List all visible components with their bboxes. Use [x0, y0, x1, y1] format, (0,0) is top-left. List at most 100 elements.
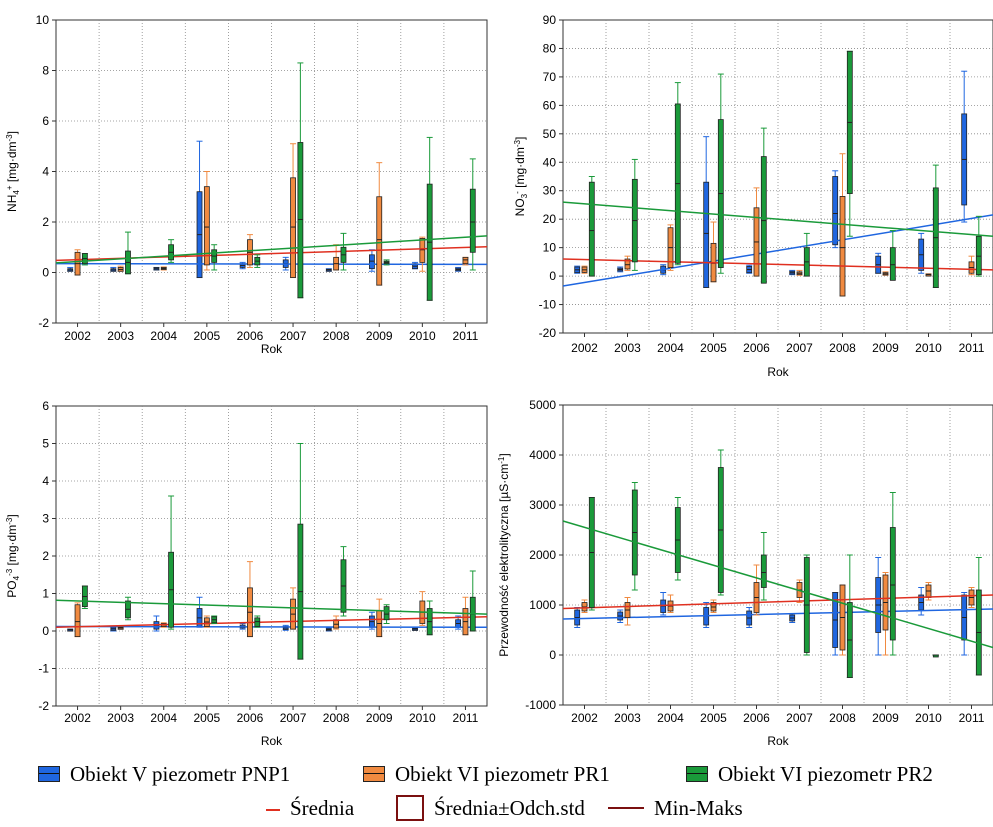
x-axis-label: Rok [261, 734, 283, 748]
box-pr2-2006 [254, 254, 261, 268]
box-pr1-2007 [796, 269, 803, 276]
box-pnp1-2002 [67, 628, 74, 632]
x-tick-label: 2005 [700, 711, 727, 725]
box-pnp1-2009 [875, 557, 882, 656]
box-pr1-2008 [839, 584, 846, 656]
std-box [203, 186, 210, 266]
box-pnp1-2007 [282, 624, 289, 631]
std-box [588, 181, 595, 277]
x-tick-label: 2009 [366, 711, 393, 725]
x-tick-label: 2003 [107, 329, 134, 343]
x-tick-label: 2006 [237, 329, 264, 343]
chart-panel-po4: -2 -1 0 1 2 3 4 5 6 2002 2003 2004 2005 2006 2007 2008 2… [5, 399, 488, 748]
y-tick-label: 0 [42, 266, 49, 280]
box-pr1-2002 [581, 599, 588, 613]
x-tick-label: 2007 [786, 711, 813, 725]
box-pnp1-2005 [196, 140, 203, 279]
box-pr2-2002 [81, 585, 88, 609]
box-pr2-2007 [803, 554, 810, 656]
legend-item-mean: Średnia [266, 792, 354, 824]
x-axis-label: Rok [767, 734, 789, 748]
trend-line-pr2 [562, 201, 993, 238]
box-pr2-2004 [674, 497, 681, 581]
x-tick-label: 2009 [366, 329, 393, 343]
y-tick-label: -20 [539, 326, 557, 340]
box-pr1-2006 [753, 187, 760, 277]
box-pnp1-2006 [746, 264, 753, 274]
y-tick-label: 1000 [529, 598, 556, 612]
y-tick-label: 30 [543, 184, 557, 198]
box-pr2-2003 [124, 596, 131, 621]
y-tick-label: 2 [42, 215, 49, 229]
x-tick-label: 2011 [959, 711, 985, 725]
box-pr2-2007 [297, 443, 304, 660]
whisker-line-symbol-icon [608, 800, 644, 816]
x-tick-label: 2010 [409, 711, 436, 725]
box-pr2-2004 [168, 495, 175, 630]
x-tick-label: 2008 [323, 711, 350, 725]
box-pnp1-2008 [325, 627, 332, 632]
box-pr2-2009 [889, 492, 896, 656]
box-pr1-2011 [462, 596, 469, 636]
box-pr2-2006 [760, 532, 767, 601]
std-box [703, 181, 710, 288]
trend-line-pnp1 [562, 608, 993, 620]
x-tick-label: 2005 [193, 711, 220, 725]
box-pr2-2004 [674, 82, 681, 266]
box-outline-symbol-icon [396, 795, 424, 821]
y-tick-label: 3000 [529, 498, 556, 512]
box-pnp1-2003 [617, 609, 624, 623]
x-axis-label: Rok [261, 342, 283, 356]
y-tick-label: -1 [38, 662, 49, 676]
std-box [383, 606, 390, 621]
box-pr2-2003 [631, 482, 638, 591]
y-tick-label: 0 [42, 624, 49, 638]
y-tick-label: -2 [38, 699, 49, 713]
box-pr1-2011 [968, 587, 975, 608]
y-tick-label: 8 [42, 64, 49, 78]
y-tick-label: 4000 [529, 448, 556, 462]
x-tick-label: 2007 [280, 329, 307, 343]
x-tick-label: 2002 [571, 711, 598, 725]
legend-item-pr2: Obiekt VI piezometr PR2 [686, 758, 933, 790]
x-tick-label: 2011 [959, 341, 985, 355]
y-tick-label: 2 [42, 549, 49, 563]
trend-line-pnp1 [55, 625, 488, 628]
box-pr1-2005 [203, 171, 210, 271]
trend-line-pr1 [55, 616, 488, 628]
std-box [376, 196, 383, 286]
box-pnp1-2010 [918, 232, 925, 274]
box-pr2-2006 [760, 127, 767, 284]
box-pnp1-2007 [789, 269, 796, 276]
y-tick-label: 4 [42, 165, 49, 179]
box-pr1-2004 [160, 266, 167, 271]
box-pr1-2005 [203, 615, 210, 628]
y-tick-label: -10 [539, 298, 557, 312]
box-pr2-2004 [168, 239, 175, 263]
box-pr2-2011 [975, 215, 982, 277]
box-pr1-2010 [419, 236, 426, 272]
box-pr1-2009 [376, 162, 383, 286]
box-swatch-blue-icon [38, 766, 60, 782]
x-tick-label: 2004 [150, 329, 177, 343]
box-pr1-2002 [74, 249, 81, 276]
x-tick-label: 2009 [872, 341, 899, 355]
x-axis-label: Rok [767, 365, 789, 379]
x-tick-label: 2011 [453, 711, 479, 725]
y-tick-label: 5000 [529, 398, 556, 412]
box-pnp1-2009 [875, 252, 882, 274]
x-tick-label: 2008 [829, 341, 856, 355]
x-tick-label: 2002 [64, 711, 91, 725]
mean-line-symbol-icon [266, 801, 280, 815]
box-pr1-2003 [117, 265, 124, 272]
box-pr2-2007 [297, 62, 304, 299]
box-pr2-2010 [932, 654, 939, 658]
y-tick-label: 80 [543, 41, 557, 55]
box-pr2-2010 [932, 164, 939, 288]
box-pr1-2005 [710, 599, 717, 613]
box-pr1-2011 [968, 255, 975, 276]
x-tick-label: 2007 [786, 341, 813, 355]
y-tick-label: 10 [543, 241, 557, 255]
std-box [832, 176, 839, 246]
std-box [419, 238, 426, 263]
